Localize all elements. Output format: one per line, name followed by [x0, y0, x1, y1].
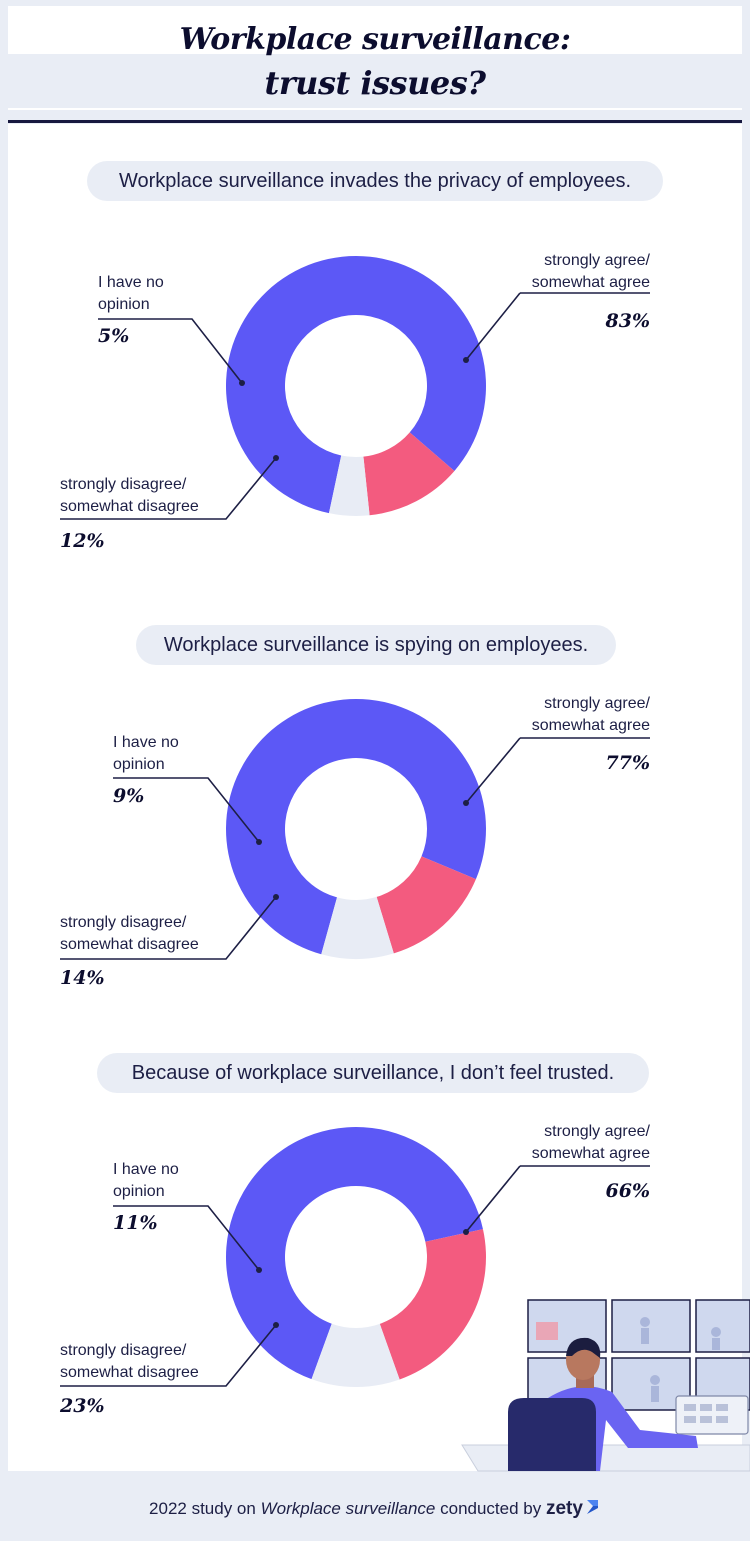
surveillance-operator-illustration	[461, 1299, 750, 1472]
chart1-agree-leader	[465, 292, 521, 361]
footer-study: Workplace surveillance	[260, 1499, 436, 1518]
header-band	[8, 54, 742, 108]
chart2-agree-dot	[463, 800, 469, 806]
chair	[508, 1398, 596, 1471]
chart1-disagree-slice	[363, 432, 455, 516]
chart2-disagree-slice	[376, 856, 476, 954]
chart1-disagree-dot	[273, 455, 279, 461]
chart3-disagree-slice	[379, 1229, 487, 1380]
chart3-no-opinion-label: I have no opinion	[113, 1161, 179, 1200]
chart1-no-opinion-value: 5%	[98, 325, 130, 347]
chart3-disagree-dot	[273, 1322, 279, 1328]
monitor-icon	[695, 1299, 750, 1353]
footer-brand: zety	[545, 1498, 583, 1519]
chart2-no-opinion-leader	[113, 777, 260, 843]
chart2-disagree-value: 14%	[60, 967, 105, 989]
chart2-no-opinion-value: 9%	[113, 785, 145, 807]
chart2-no-opinion-dot	[256, 839, 262, 845]
chart1-disagree-value: 12%	[60, 530, 105, 552]
chart2-disagree-label: strongly disagree/somewhat disagree	[60, 914, 199, 953]
chart2-no-opinion-label: I have no opinion	[113, 734, 179, 773]
chart3-disagree-leader	[60, 1324, 277, 1387]
monitor-icon	[611, 1299, 691, 1353]
chart2-agree-label: strongly agree/somewhat agree	[531, 695, 650, 734]
chart1-no-opinion-leader	[98, 318, 243, 384]
chart3-no-opinion-slice	[311, 1323, 400, 1387]
chart1-disagree-leader	[60, 457, 277, 520]
chart2-disagree-leader	[60, 896, 277, 960]
main-panel	[8, 124, 742, 1471]
chart2-agree-leader	[465, 737, 521, 804]
chart3-agree-leader	[465, 1165, 521, 1233]
chart1-agree-value: 83%	[605, 310, 651, 332]
zety-logo-icon	[586, 1500, 598, 1514]
footer-suffix: conducted by	[440, 1499, 542, 1518]
chart3-no-opinion-value: 11%	[113, 1212, 158, 1234]
chart1-no-opinion-label: I have no opinion	[98, 274, 164, 313]
question-3: Because of workplace surveillance, I don…	[97, 1053, 649, 1093]
chart1-agree-dot	[463, 357, 469, 363]
chart3-agree-dot	[463, 1229, 469, 1235]
chart1-agree-slice	[226, 256, 486, 514]
title-line-2: trust issues?	[264, 64, 486, 102]
title-line-1: Workplace surveillance:	[179, 22, 571, 57]
chart3-no-opinion-dot	[256, 1267, 262, 1273]
chart1-no-opinion-slice	[328, 455, 370, 516]
chart3-no-opinion-leader	[113, 1205, 260, 1271]
footer: 2022 study on Workplace surveillance con…	[0, 1498, 750, 1520]
chart2-agree-value: 77%	[605, 752, 651, 774]
desk	[461, 1444, 750, 1472]
question-1: Workplace surveillance invades the priva…	[87, 161, 663, 201]
question-2: Workplace surveillance is spying on empl…	[136, 625, 616, 665]
chart2-no-opinion-slice	[321, 896, 394, 959]
chart2-agree-slice	[226, 699, 487, 955]
console-icon	[675, 1395, 749, 1435]
title-divider	[8, 120, 742, 123]
chart3-disagree-value: 23%	[60, 1395, 105, 1417]
chart1-agree-label: strongly agree/somewhat agree	[531, 252, 650, 291]
chart1-disagree-label: strongly disagree/somewhat disagree	[60, 476, 199, 515]
chart3-disagree-label: strongly disagree/somewhat disagree	[60, 1342, 199, 1381]
chart2-disagree-dot	[273, 894, 279, 900]
chart3-agree-label: strongly agree/somewhat agree	[531, 1123, 650, 1162]
chart3-agree-slice	[225, 1127, 483, 1380]
chart3-agree-value: 66%	[605, 1180, 651, 1202]
footer-prefix: 2022 study on	[149, 1499, 256, 1518]
chart1-no-opinion-dot	[239, 380, 245, 386]
